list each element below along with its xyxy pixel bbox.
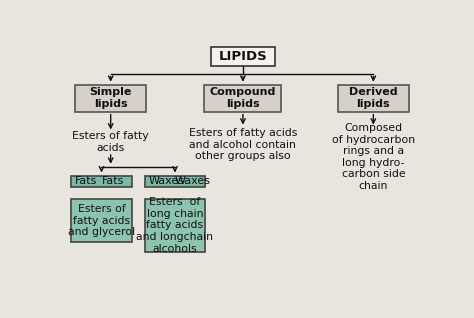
FancyBboxPatch shape <box>145 176 205 187</box>
Text: Waxes: Waxes <box>175 176 211 186</box>
FancyBboxPatch shape <box>204 85 282 112</box>
FancyBboxPatch shape <box>211 47 275 66</box>
FancyBboxPatch shape <box>145 199 205 252</box>
Text: Compound
lipids: Compound lipids <box>210 87 276 109</box>
Text: Composed
of hydrocarbon
rings and a
long hydro-
carbon side
chain: Composed of hydrocarbon rings and a long… <box>332 123 415 191</box>
Text: Fats: Fats <box>75 176 97 186</box>
FancyBboxPatch shape <box>71 176 132 187</box>
Text: Esters of
fatty acids
and glycerol: Esters of fatty acids and glycerol <box>68 204 135 237</box>
FancyBboxPatch shape <box>71 199 132 242</box>
FancyBboxPatch shape <box>75 85 146 112</box>
Text: Derived
lipids: Derived lipids <box>349 87 398 109</box>
Text: LIPIDS: LIPIDS <box>219 50 267 63</box>
Text: Esters of fatty
acids: Esters of fatty acids <box>73 131 149 153</box>
Text: Fats: Fats <box>101 176 124 186</box>
Text: Esters  of
long chain
fatty acids
and longchain
alcohols: Esters of long chain fatty acids and lon… <box>137 197 213 254</box>
Text: Esters of fatty acids
and alcohol contain
other groups also: Esters of fatty acids and alcohol contai… <box>189 128 297 161</box>
Text: Waxes: Waxes <box>148 176 184 186</box>
Text: Simple
lipids: Simple lipids <box>90 87 132 109</box>
FancyBboxPatch shape <box>337 85 409 112</box>
